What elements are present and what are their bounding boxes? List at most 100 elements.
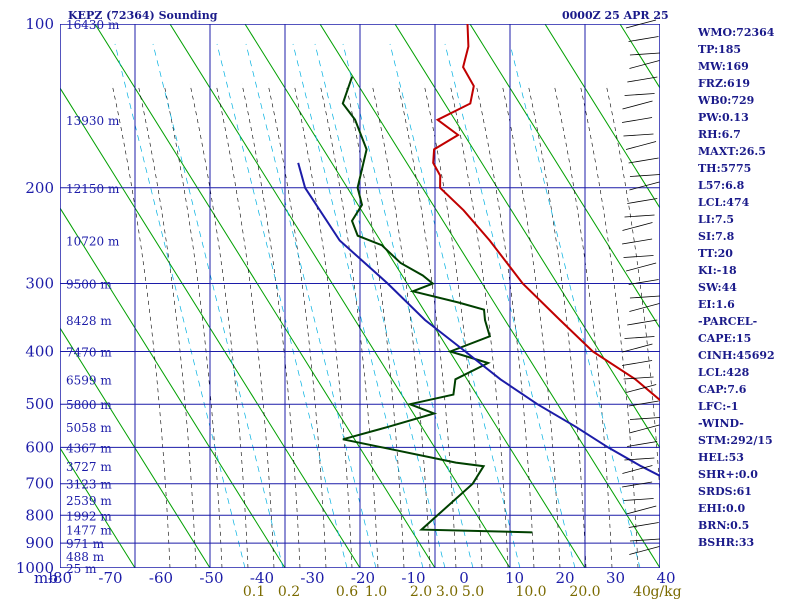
index-item: TH:5775 — [698, 162, 752, 175]
wind-barb — [629, 174, 660, 177]
height-label: 488 m — [66, 550, 105, 564]
wind-barb — [626, 384, 657, 393]
index-item: SW:44 — [698, 281, 737, 294]
height-label: 13930 m — [66, 114, 120, 128]
dry-adiabat-line — [605, 83, 660, 499]
wind-barb — [629, 424, 660, 434]
dry-adiabat-line — [579, 83, 639, 568]
index-item: WB0:729 — [698, 94, 755, 107]
wind-barb — [629, 52, 660, 56]
mixing-ratio-label: 5.0 — [462, 584, 484, 600]
index-item: LCL:474 — [698, 196, 750, 209]
mixing-ratio-line — [314, 43, 446, 568]
mixing-ratio-label: 0.1 — [243, 584, 265, 600]
index-item: RH:6.7 — [698, 128, 741, 141]
index-item: MAXT:26.5 — [698, 145, 766, 158]
index-item: LI:7.5 — [698, 213, 735, 226]
temperature-tick-label: -60 — [149, 569, 173, 587]
wind-barb — [623, 255, 654, 258]
index-item: FRZ:619 — [698, 77, 751, 90]
wind-barb — [624, 214, 655, 218]
wind-barb — [623, 498, 654, 501]
temperature-tick-label: -80 — [48, 569, 72, 587]
index-item: CINH:45692 — [698, 349, 775, 362]
temperature-tick-label: -70 — [98, 569, 122, 587]
dry-adiabat-line — [449, 83, 509, 568]
wind-barb — [628, 157, 659, 164]
wind-barb — [627, 441, 658, 447]
isotherm-line — [94, 24, 436, 568]
mixing-ratio-label: g/kg — [650, 584, 681, 600]
sounding-lines-layer — [297, 24, 660, 534]
wind-barb — [624, 93, 655, 96]
wind-barb — [629, 60, 660, 69]
mixing-ratio-line — [152, 43, 284, 568]
wind-barb — [628, 400, 659, 407]
parcel-path-line — [297, 162, 660, 478]
height-label: 971 m — [66, 537, 105, 551]
mixing-ratio-line — [114, 43, 246, 568]
index-item: LFC:-1 — [698, 400, 739, 413]
wind-barb — [624, 457, 655, 461]
height-label: 9500 m — [66, 278, 112, 292]
wind-barb — [629, 538, 661, 542]
valid-time: 0000Z 25 APR 25 — [562, 9, 669, 22]
mixing-ratio-line — [342, 43, 474, 568]
mixing-ratio-label: 40 — [633, 584, 651, 600]
wind-barb — [622, 343, 653, 353]
height-label: 8428 m — [66, 314, 112, 328]
dry-adiabat-line — [111, 83, 171, 568]
mixing-ratio-line — [292, 43, 424, 568]
chart-title: KEPZ (72364) Sounding — [68, 9, 218, 22]
height-label: 1477 m — [66, 524, 112, 538]
index-section-parcel: -PARCEL- — [698, 315, 758, 328]
dry-adiabat-line — [293, 83, 353, 568]
index-item: PW:0.13 — [698, 111, 749, 124]
index-item: CAP:7.6 — [698, 383, 747, 396]
pressure-tick-label: 1000 — [16, 559, 54, 577]
index-item: BSHR:33 — [698, 536, 755, 549]
temperature-tick-label: 40 — [656, 569, 675, 587]
wind-barb — [625, 19, 657, 29]
wind-barb — [623, 376, 654, 380]
mixing-ratio-line — [216, 43, 348, 568]
height-label: 7470 m — [66, 346, 112, 360]
index-item: BRN:0.5 — [698, 519, 750, 532]
dry-adiabat-line — [215, 83, 275, 568]
index-item: SI:7.8 — [698, 230, 735, 243]
height-label: 3727 m — [66, 460, 112, 474]
height-label: 3123 m — [66, 478, 112, 492]
wind-barb — [626, 262, 657, 272]
wind-barb — [628, 36, 659, 42]
pressure-tick-label: 900 — [25, 534, 54, 552]
dry-adiabat-line — [267, 83, 327, 568]
mixing-ratio-line — [245, 43, 377, 568]
isotherm-line — [60, 327, 211, 568]
isotherm-line — [394, 24, 660, 449]
pressure-tick-label: 500 — [25, 395, 54, 413]
temperature-line — [432, 24, 660, 402]
index-item: TT:20 — [698, 247, 733, 260]
mixing-ratio-label: 1.0 — [365, 584, 387, 600]
dry-adiabat-line — [345, 83, 405, 568]
dry-adiabat-line — [241, 83, 301, 568]
pressure-tick-label: 600 — [25, 438, 54, 456]
index-item: HEL:53 — [698, 451, 744, 464]
pressure-tick-label: 800 — [25, 506, 54, 524]
height-label: 4367 m — [66, 441, 112, 455]
dry-adiabat-line — [475, 83, 535, 568]
height-label: 10720 m — [66, 234, 120, 248]
dry-adiabat-line — [527, 83, 587, 568]
dry-adiabat-line — [423, 83, 483, 568]
index-item: MW:169 — [698, 60, 749, 73]
temperature-tick-label: -20 — [351, 569, 375, 587]
mixing-ratio-label: 20.0 — [569, 584, 600, 600]
index-item: CAPE:15 — [698, 332, 752, 345]
pressure-tick-label: 200 — [25, 179, 54, 197]
temperature-tick-label: 30 — [606, 569, 625, 587]
wind-barb — [626, 505, 657, 515]
wind-barb — [628, 279, 659, 285]
dry-adiabat-line — [163, 83, 223, 568]
mixing-ratio-line — [509, 43, 641, 568]
index-item: WMO:72364 — [698, 26, 775, 39]
